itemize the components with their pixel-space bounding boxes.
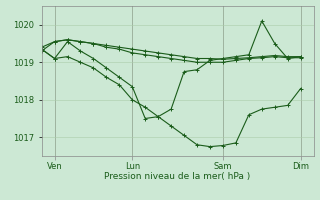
X-axis label: Pression niveau de la mer( hPa ): Pression niveau de la mer( hPa ): [104, 172, 251, 181]
